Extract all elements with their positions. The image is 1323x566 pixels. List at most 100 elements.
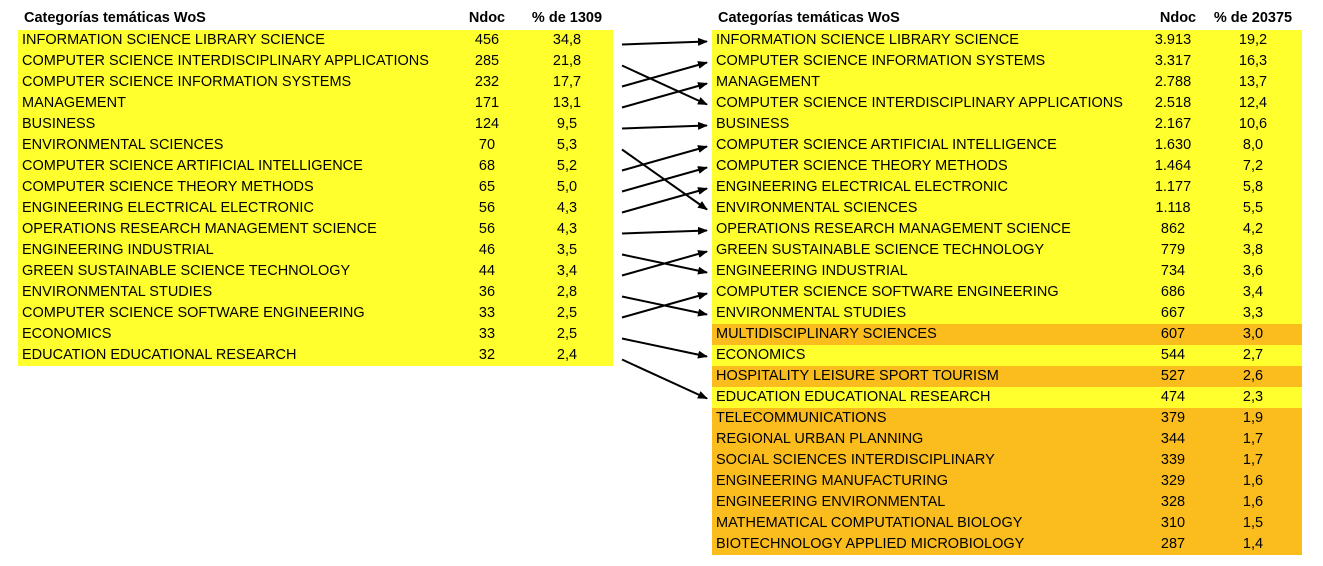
arrow — [621, 82, 708, 109]
ndoc: 474 — [1160, 389, 1186, 405]
arrow — [621, 121, 708, 130]
row-background — [712, 513, 1302, 534]
percent: 19,2 — [1238, 32, 1268, 48]
header-cell: % de 1309 — [531, 10, 603, 26]
ndoc: 2.167 — [1154, 116, 1192, 132]
category-name: INFORMATION SCIENCE LIBRARY SCIENCE — [716, 32, 1019, 48]
ndoc: 1.118 — [1155, 200, 1191, 216]
ndoc: 36 — [478, 284, 496, 300]
row-background — [18, 93, 613, 114]
category-name: OPERATIONS RESEARCH MANAGEMENT SCIENCE — [716, 221, 1071, 237]
header-cell: Ndoc — [1159, 10, 1197, 26]
row-background — [712, 261, 1302, 282]
percent: 2,3 — [1242, 389, 1264, 405]
ndoc: 779 — [1160, 242, 1186, 258]
category-name: ENGINEERING ELECTRICAL ELECTRONIC — [22, 200, 314, 216]
category-name: COMPUTER SCIENCE THEORY METHODS — [22, 179, 314, 195]
category-name: COMPUTER SCIENCE INTERDISCIPLINARY APPLI… — [716, 95, 1123, 111]
percent: 1,5 — [1242, 515, 1264, 531]
ndoc: 44 — [478, 263, 496, 279]
ndoc: 1.464 — [1154, 158, 1192, 174]
ndoc: 56 — [478, 221, 496, 237]
row-background — [712, 114, 1302, 135]
row-background — [712, 492, 1302, 513]
arrow — [621, 61, 708, 88]
ndoc: 56 — [478, 200, 496, 216]
ndoc: 686 — [1160, 284, 1186, 300]
category-name: BUSINESS — [22, 116, 96, 132]
category-name: REGIONAL URBAN PLANNING — [716, 431, 924, 447]
category-name: MANAGEMENT — [716, 74, 820, 90]
category-name: ENGINEERING INDUSTRIAL — [716, 263, 908, 279]
percent: 4,3 — [556, 200, 578, 216]
ndoc: 65 — [478, 179, 496, 195]
row-background — [18, 303, 613, 324]
percent: 13,1 — [552, 95, 582, 111]
header-cell: % de 20375 — [1213, 10, 1293, 26]
category-name: ENVIRONMENTAL SCIENCES — [22, 137, 224, 153]
row-background — [18, 51, 613, 72]
ndoc: 1.177 — [1154, 179, 1192, 195]
category-name: COMPUTER SCIENCE SOFTWARE ENGINEERING — [22, 305, 365, 321]
row-background — [18, 261, 613, 282]
row-background — [712, 135, 1302, 156]
percent: 1,6 — [1242, 473, 1264, 489]
category-name: GREEN SUSTAINABLE SCIENCE TECHNOLOGY — [22, 263, 351, 279]
row-background — [712, 450, 1302, 471]
ndoc: 328 — [1160, 494, 1186, 510]
row-background — [712, 240, 1302, 261]
row-background — [18, 282, 613, 303]
ndoc: 33 — [478, 305, 496, 321]
percent: 3,8 — [1242, 242, 1264, 258]
percent: 2,5 — [556, 305, 578, 321]
percent: 4,2 — [1242, 221, 1264, 237]
row-background — [18, 135, 613, 156]
ndoc: 33 — [478, 326, 496, 342]
category-name: HOSPITALITY LEISURE SPORT TOURISM — [716, 368, 999, 384]
row-background — [712, 282, 1302, 303]
percent: 12,4 — [1238, 95, 1268, 111]
category-name: COMPUTER SCIENCE ARTIFICIAL INTELLIGENCE — [22, 158, 363, 174]
row-background — [18, 72, 613, 93]
row-background — [18, 240, 613, 261]
percent: 5,5 — [1242, 200, 1264, 216]
category-name: MULTIDISCIPLINARY SCIENCES — [716, 326, 937, 342]
row-background — [18, 324, 613, 345]
percent: 1,6 — [1242, 494, 1264, 510]
category-name: COMPUTER SCIENCE INTERDISCIPLINARY APPLI… — [22, 53, 429, 69]
row-background — [712, 177, 1302, 198]
percent: 5,0 — [556, 179, 578, 195]
ndoc: 1.630 — [1154, 137, 1192, 153]
category-name: EDUCATION EDUCATIONAL RESEARCH — [716, 389, 991, 405]
category-name: ECONOMICS — [22, 326, 112, 342]
arrow — [621, 250, 708, 277]
ndoc: 2.518 — [1154, 95, 1192, 111]
ndoc: 124 — [474, 116, 500, 132]
row-background — [712, 51, 1302, 72]
row-background — [712, 156, 1302, 177]
ndoc: 339 — [1160, 452, 1186, 468]
category-name: COMPUTER SCIENCE THEORY METHODS — [716, 158, 1008, 174]
ndoc: 344 — [1160, 431, 1186, 447]
percent: 21,8 — [552, 53, 582, 69]
category-name: COMPUTER SCIENCE ARTIFICIAL INTELLIGENCE — [716, 137, 1057, 153]
ndoc: 3.913 — [1154, 32, 1192, 48]
row-background — [18, 156, 613, 177]
arrow — [621, 187, 708, 214]
percent: 3,5 — [556, 242, 578, 258]
category-name: ENVIRONMENTAL STUDIES — [716, 305, 907, 321]
row-background — [18, 219, 613, 240]
row-background — [712, 30, 1302, 51]
percent: 34,8 — [552, 32, 582, 48]
category-name: COMPUTER SCIENCE INFORMATION SYSTEMS — [716, 53, 1046, 69]
percent: 13,7 — [1238, 74, 1268, 90]
percent: 5,8 — [1242, 179, 1264, 195]
arrow — [621, 292, 708, 319]
row-background — [18, 30, 613, 51]
category-name: COMPUTER SCIENCE INFORMATION SYSTEMS — [22, 74, 352, 90]
category-name: EDUCATION EDUCATIONAL RESEARCH — [22, 347, 297, 363]
percent: 3,0 — [1242, 326, 1264, 342]
percent: 10,6 — [1238, 116, 1268, 132]
category-name: ECONOMICS — [716, 347, 806, 363]
